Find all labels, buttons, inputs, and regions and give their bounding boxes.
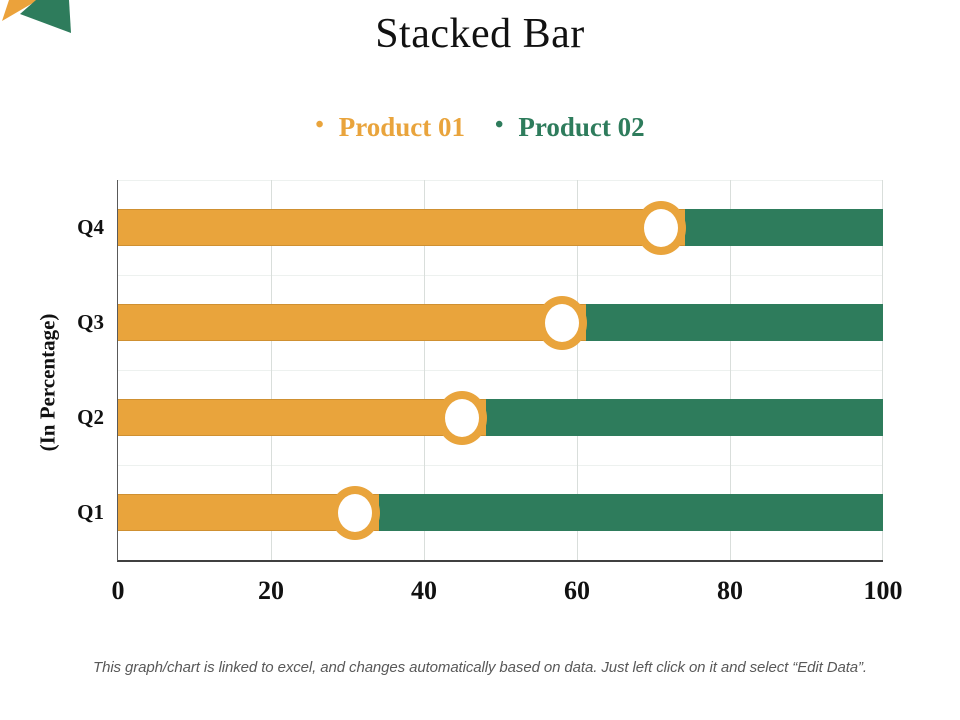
marker-ring-icon — [636, 200, 687, 255]
bar-row-q4 — [118, 209, 883, 246]
plot-area — [117, 180, 883, 562]
x-tick-label: 20 — [258, 576, 284, 605]
slide-title: Stacked Bar — [375, 11, 585, 57]
horizontal-gridline — [118, 275, 883, 276]
vertical-gridline — [424, 180, 425, 560]
vertical-gridline — [882, 180, 883, 560]
bar-segment-product2 — [379, 494, 883, 531]
category-label-q1: Q1 — [77, 500, 104, 524]
bar-row-q1 — [118, 494, 883, 531]
horizontal-gridline — [118, 370, 883, 371]
bar-segment-product2 — [585, 304, 883, 341]
legend-item: • Product 01 — [315, 112, 465, 143]
category-label-q3: Q3 — [77, 310, 104, 334]
bar-segment-product2 — [486, 399, 883, 436]
corner-ribbon-icon — [2, 0, 71, 33]
bar-segment-product1 — [118, 304, 586, 341]
category-axis-labels: Q4 Q3 Q2 Q1 — [0, 180, 104, 560]
bar-segment-product2 — [685, 209, 883, 246]
x-tick-label: 60 — [564, 576, 590, 605]
bar-segment-product1 — [118, 399, 487, 436]
x-tick-label: 40 — [411, 576, 437, 605]
corner-ribbon-orange-triangle — [2, 0, 38, 21]
bar-row-q3 — [118, 304, 883, 341]
marker-ring-icon — [536, 295, 587, 350]
corner-ribbon-green-triangle — [20, 0, 71, 33]
bar-row-q2 — [118, 399, 883, 436]
legend-label: Product 01 — [338, 112, 465, 142]
vertical-gridline — [730, 180, 731, 560]
horizontal-gridline — [118, 465, 883, 466]
legend-item: • Product 02 — [495, 112, 645, 143]
x-tick-label: 0 — [111, 576, 125, 605]
x-tick-label: 100 — [863, 576, 903, 605]
vertical-gridline — [271, 180, 272, 560]
legend-label: Product 02 — [518, 112, 645, 142]
legend-bullet-icon: • — [315, 111, 324, 138]
x-tick-label: 80 — [717, 576, 743, 605]
bar-segment-product1 — [118, 209, 686, 246]
category-label-q4: Q4 — [77, 215, 104, 239]
footer-note: This graph/chart is linked to excel, and… — [93, 659, 867, 676]
horizontal-gridline — [118, 180, 883, 181]
legend-bullet-icon: • — [495, 111, 504, 138]
marker-ring-icon — [330, 485, 381, 540]
vertical-gridline — [577, 180, 578, 560]
marker-ring-icon — [437, 390, 488, 445]
chart-legend: • Product 01 • Product 02 — [0, 112, 960, 143]
category-label-q2: Q2 — [77, 405, 104, 429]
